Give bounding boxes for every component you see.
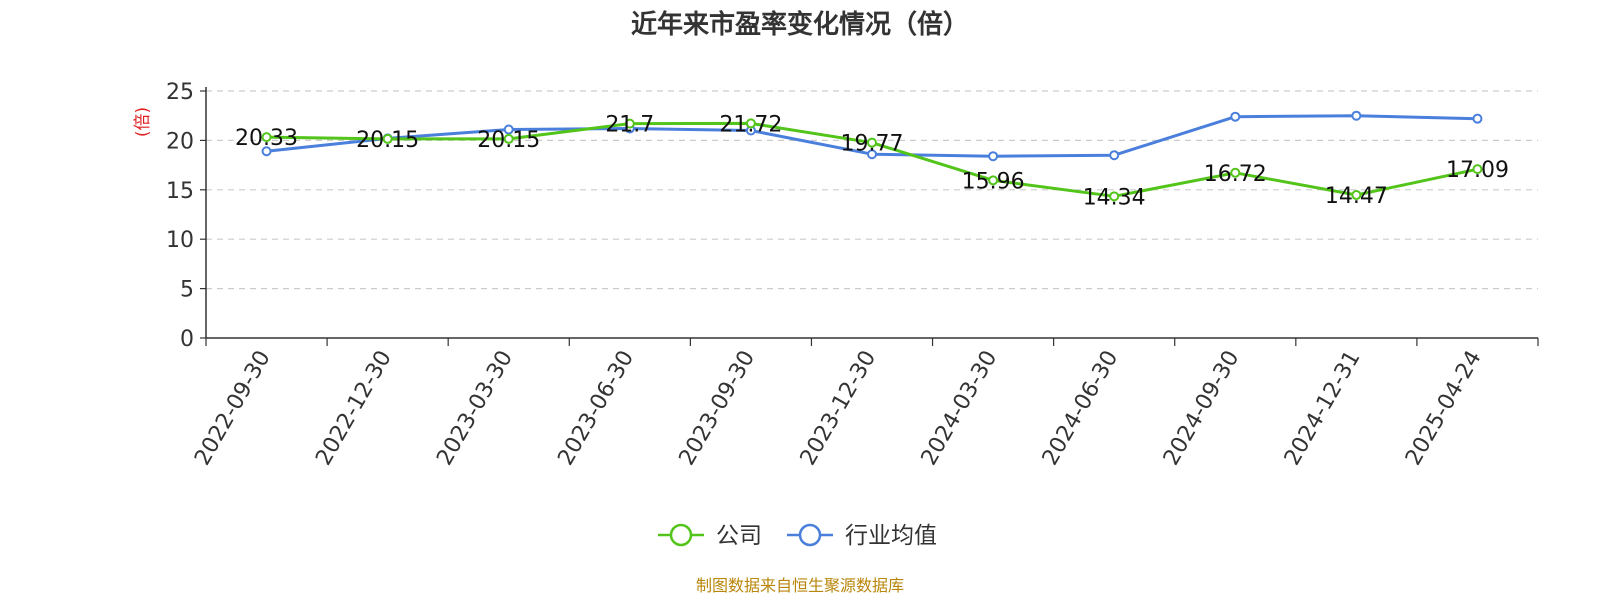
x-tick-label: 2024-09-30	[1159, 347, 1245, 470]
legend[interactable]: 公司 行业均值	[658, 523, 937, 549]
x-tick-label: 2024-06-30	[1038, 347, 1124, 470]
data-point	[1109, 191, 1120, 202]
x-tick-label: 2025-04-24	[1401, 347, 1487, 470]
y-tick-label: 0	[180, 327, 194, 352]
legend-item-0[interactable]: 公司	[658, 523, 762, 549]
x-tick-label: 2023-12-30	[796, 347, 882, 470]
series-lines	[261, 110, 1483, 202]
data-point	[988, 175, 999, 186]
y-tick-label: 15	[166, 179, 194, 204]
y-axis-label: (倍)	[133, 107, 153, 137]
x-tick-label: 2024-12-31	[1280, 347, 1366, 470]
data-point	[382, 133, 393, 144]
data-point	[745, 118, 756, 129]
data-label: 17.09	[1446, 158, 1509, 183]
data-point	[1472, 164, 1483, 175]
data-point	[624, 118, 635, 129]
legend-marker	[798, 523, 822, 547]
data-point	[1351, 190, 1362, 201]
data-label: 16.72	[1204, 162, 1267, 187]
data-point	[867, 149, 877, 160]
data-point	[1472, 113, 1483, 124]
data-label: 14.34	[1083, 185, 1146, 210]
data-label: 20.33	[235, 126, 298, 151]
data-label: 14.47	[1325, 184, 1388, 209]
chart-title: 近年来市盈率变化情况（倍）	[631, 9, 969, 40]
x-tick-label: 2022-12-30	[311, 347, 397, 470]
data-point	[261, 146, 272, 157]
data-point	[1230, 167, 1241, 178]
data-label: 21.7	[605, 113, 654, 138]
y-tick-label: 5	[180, 278, 194, 303]
legend-label: 行业均值	[845, 523, 937, 549]
data-point	[988, 151, 999, 162]
data-label: 20.15	[356, 128, 419, 153]
source-note: 制图数据来自恒生聚源数据库	[696, 576, 904, 595]
x-tick-label: 2023-06-30	[553, 347, 639, 470]
data-point	[261, 132, 272, 143]
x-tick-label: 2023-03-30	[432, 347, 518, 470]
legend-marker	[669, 523, 693, 547]
data-label: 20.15	[477, 128, 540, 153]
data-label: 21.72	[719, 112, 782, 137]
legend-item-1[interactable]: 行业均值	[787, 523, 937, 549]
data-point	[1230, 111, 1241, 122]
data-point	[503, 124, 514, 135]
x-tick-label: 2024-03-30	[917, 346, 1003, 469]
data-point	[867, 137, 877, 148]
data-label: 15.96	[962, 169, 1025, 194]
data-point	[1109, 150, 1120, 161]
x-tick-label: 2022-09-30	[190, 347, 276, 470]
data-label: 19.77	[841, 132, 904, 157]
y-tick-label: 25	[166, 80, 194, 105]
data-point	[1351, 110, 1362, 121]
y-tick-label: 20	[166, 129, 194, 154]
x-tick-label: 2023-09-30	[675, 347, 761, 470]
legend-label: 公司	[716, 523, 762, 549]
y-tick-label: 10	[166, 228, 194, 253]
data-labels: 20.33 20.15 20.15 21.7 21.72 19.77 15.96 14.34 1…	[235, 112, 1509, 210]
data-point	[503, 133, 514, 144]
